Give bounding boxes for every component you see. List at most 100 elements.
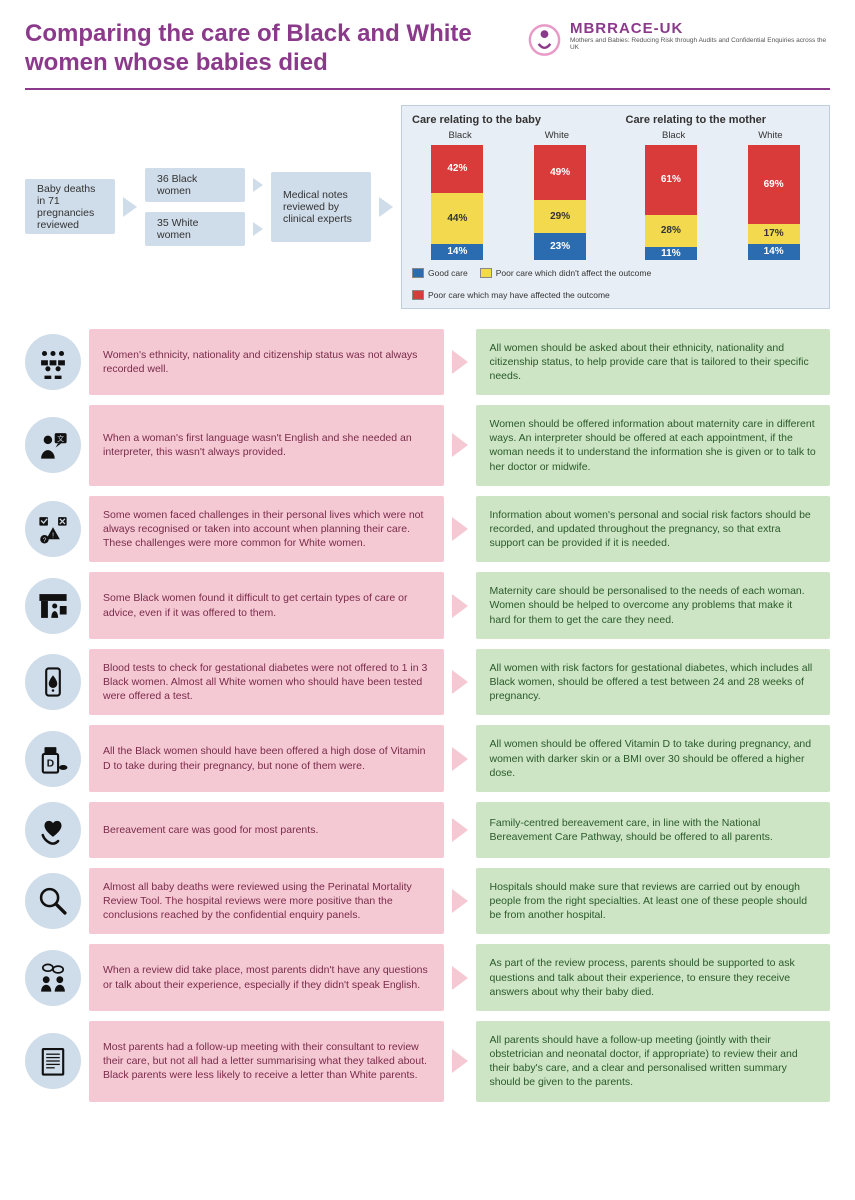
legend-poor-effect: Poor care which may have affected the ou… <box>412 290 610 300</box>
finding-row: Women's ethnicity, nationality and citiz… <box>25 329 830 396</box>
bar-segment: 61% <box>645 145 697 215</box>
risk-factors-icon: !? <box>25 501 81 557</box>
flow-section: Baby deaths in 71 pregnancies reviewed 3… <box>25 105 830 309</box>
arrow-col <box>253 178 263 236</box>
label-white: White <box>545 130 569 141</box>
blood-test-icon <box>25 654 81 710</box>
vitamin-d-icon: D <box>25 731 81 787</box>
bar-segment: 14% <box>431 244 483 260</box>
bar-baby-white: 49%29%23% <box>534 145 586 260</box>
bar-segment: 69% <box>748 145 800 224</box>
people-group-icon <box>25 334 81 390</box>
legend-swatch-blue <box>412 268 424 278</box>
svg-text:!: ! <box>52 531 54 540</box>
finding-recommendation: As part of the review process, parents s… <box>476 944 831 1011</box>
finding-problem: Most parents had a follow-up meeting wit… <box>89 1021 444 1102</box>
header: Comparing the care of Black and White wo… <box>25 20 830 90</box>
flow-black-box: 36 Black women <box>145 168 245 202</box>
finding-problem: Some women faced challenges in their per… <box>89 496 444 563</box>
chart-mother-title: Care relating to the mother <box>626 114 820 126</box>
legend-poor-effect-label: Poor care which may have affected the ou… <box>428 290 610 300</box>
chart-panel: Care relating to the baby Black White 42… <box>401 105 830 309</box>
legend-swatch-red <box>412 290 424 300</box>
finding-recommendation: All women with risk factors for gestatio… <box>476 649 831 716</box>
logo: MBRRACE-UK Mothers and Babies: Reducing … <box>525 20 830 60</box>
finding-row: Blood tests to check for gestational dia… <box>25 649 830 716</box>
logo-text-box: MBRRACE-UK Mothers and Babies: Reducing … <box>570 20 830 51</box>
bar-segment: 42% <box>431 145 483 193</box>
arrow-icon <box>452 433 468 457</box>
finding-recommendation: Women should be offered information abou… <box>476 405 831 486</box>
page-title: Comparing the care of Black and White wo… <box>25 20 525 78</box>
finding-recommendation: Maternity care should be personalised to… <box>476 572 831 639</box>
arrow-icon <box>253 178 263 192</box>
page: Comparing the care of Black and White wo… <box>0 0 855 1122</box>
chart-baby-title: Care relating to the baby <box>412 114 606 126</box>
legend-swatch-yellow <box>480 268 492 278</box>
arrow-icon <box>253 222 263 236</box>
arrow-icon <box>452 1049 468 1073</box>
legend-good: Good care <box>412 268 468 278</box>
arrow-icon <box>379 197 393 217</box>
logo-name: MBRRACE-UK <box>570 20 830 37</box>
bar-segment: 29% <box>534 200 586 233</box>
finding-recommendation: All women should be asked about their et… <box>476 329 831 396</box>
arrow-icon <box>452 350 468 374</box>
finding-row: Almost all baby deaths were reviewed usi… <box>25 868 830 935</box>
finding-problem: Some Black women found it difficult to g… <box>89 572 444 639</box>
discussion-icon <box>25 950 81 1006</box>
finding-row: Some Black women found it difficult to g… <box>25 572 830 639</box>
svg-text:文: 文 <box>57 434 64 443</box>
arrow-icon <box>452 594 468 618</box>
finding-recommendation: Family-centred bereavement care, in line… <box>476 802 831 858</box>
legend-poor-no-effect-label: Poor care which didn't affect the outcom… <box>496 268 652 278</box>
label-white: White <box>758 130 782 141</box>
finding-recommendation: All women should be offered Vitamin D to… <box>476 725 831 792</box>
review-tool-icon <box>25 873 81 929</box>
finding-problem: Blood tests to check for gestational dia… <box>89 649 444 716</box>
findings-list: Women's ethnicity, nationality and citiz… <box>25 329 830 1102</box>
finding-recommendation: Information about women's personal and s… <box>476 496 831 563</box>
label-black: Black <box>662 130 685 141</box>
finding-row: 文 When a woman's first language wasn't En… <box>25 405 830 486</box>
arrow-icon <box>452 966 468 990</box>
bar-baby-black: 42%44%14% <box>431 145 483 260</box>
finding-recommendation: Hospitals should make sure that reviews … <box>476 868 831 935</box>
legend-good-label: Good care <box>428 268 468 278</box>
label-black: Black <box>448 130 471 141</box>
interpreter-icon: 文 <box>25 417 81 473</box>
logo-subtitle: Mothers and Babies: Reducing Risk throug… <box>570 37 830 51</box>
finding-problem: Bereavement care was good for most paren… <box>89 802 444 858</box>
bar-segment: 49% <box>534 145 586 201</box>
chart-baby-labels: Black White <box>412 130 606 141</box>
legend-poor-no-effect: Poor care which didn't affect the outcom… <box>480 268 652 278</box>
flow-white-box: 35 White women <box>145 212 245 246</box>
finding-recommendation: All parents should have a follow-up meet… <box>476 1021 831 1102</box>
finding-problem: Almost all baby deaths were reviewed usi… <box>89 868 444 935</box>
arrow-icon <box>452 889 468 913</box>
svg-text:?: ? <box>43 537 47 544</box>
finding-problem: When a review did take place, most paren… <box>89 944 444 1011</box>
finding-problem: All the Black women should have been off… <box>89 725 444 792</box>
finding-row: Most parents had a follow-up meeting wit… <box>25 1021 830 1102</box>
finding-row: When a review did take place, most paren… <box>25 944 830 1011</box>
flow-split: 36 Black women 35 White women <box>145 168 245 246</box>
chart-mother-labels: Black White <box>626 130 820 141</box>
consultation-icon <box>25 578 81 634</box>
finding-problem: Women's ethnicity, nationality and citiz… <box>89 329 444 396</box>
arrow-icon <box>123 197 137 217</box>
arrow-icon <box>452 747 468 771</box>
finding-row: D All the Black women should have been of… <box>25 725 830 792</box>
chart-mother: Care relating to the mother Black White … <box>626 114 820 260</box>
bereavement-icon <box>25 802 81 858</box>
finding-row: !?Some women faced challenges in their p… <box>25 496 830 563</box>
arrow-icon <box>452 670 468 694</box>
arrow-icon <box>452 517 468 541</box>
bar-segment: 11% <box>645 247 697 260</box>
chart-baby: Care relating to the baby Black White 42… <box>412 114 606 260</box>
bar-mother-white: 69%17%14% <box>748 145 800 260</box>
chart-baby-bars: 42%44%14% 49%29%23% <box>412 145 606 260</box>
svg-text:D: D <box>47 758 54 769</box>
finding-problem: When a woman's first language wasn't Eng… <box>89 405 444 486</box>
arrow-icon <box>452 818 468 842</box>
